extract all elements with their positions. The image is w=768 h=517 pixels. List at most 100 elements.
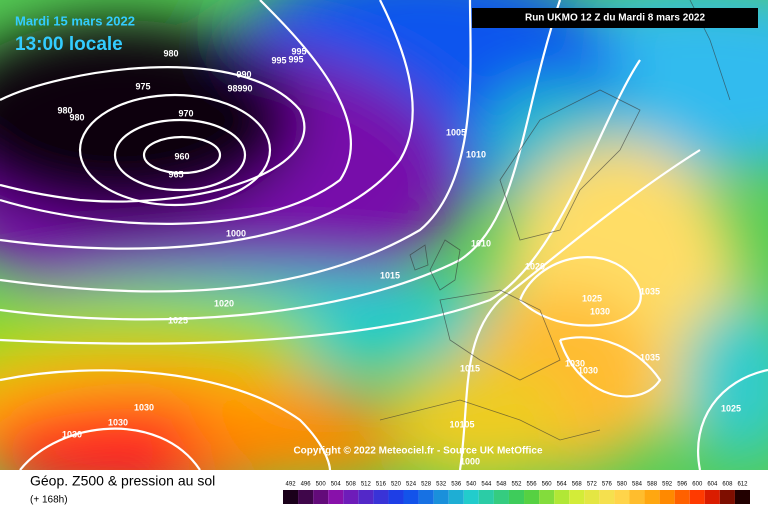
scale-cell [448, 490, 464, 504]
isobar-label: 10105 [449, 419, 474, 429]
isobar-label: 980 [57, 105, 72, 115]
scale-cell [343, 490, 359, 504]
isobar-label: 995 [271, 55, 286, 65]
scale-cell [373, 490, 389, 504]
scale-cell [328, 490, 344, 504]
scale-cell [584, 490, 600, 504]
local-time: 13:00 locale [15, 34, 123, 55]
isobar-label: 1030 [578, 365, 598, 375]
scale-cell [463, 490, 479, 504]
isobar-label: 1010 [471, 238, 491, 248]
scale-label: 596 [677, 482, 688, 488]
scale-cell [644, 490, 660, 504]
scale-label: 540 [466, 482, 477, 488]
scale-label: 508 [346, 482, 357, 488]
scale-label: 560 [542, 482, 553, 488]
scale-label: 604 [707, 482, 718, 488]
scale-cell [674, 490, 690, 504]
isobar-label: 1000 [226, 228, 246, 238]
scale-label: 552 [511, 482, 522, 488]
isobar-label: 1025 [721, 403, 741, 413]
scale-label: 556 [527, 482, 538, 488]
scale-cell [539, 490, 555, 504]
scale-label: 496 [301, 482, 312, 488]
isobar-label: 975 [135, 81, 150, 91]
field [0, 0, 768, 470]
isobar-label: 1010 [466, 149, 486, 159]
scale-label: 528 [421, 482, 432, 488]
scale-label: 576 [602, 482, 613, 488]
scale-label: 592 [662, 482, 673, 488]
isobar-label: 1015 [380, 270, 400, 280]
scale-label: 516 [376, 482, 387, 488]
scale-label: 504 [331, 482, 342, 488]
isobar-label: 1030 [565, 358, 585, 368]
isobar-label: 1030 [62, 429, 82, 439]
scale-cell [298, 490, 314, 504]
isobar-label: 1025 [582, 293, 602, 303]
scale-cell [388, 490, 404, 504]
isobar-label: 1020 [214, 298, 234, 308]
isobar-label: 98990 [227, 83, 252, 93]
title: Mardi 15 mars 2022 [15, 13, 135, 28]
scale-label: 608 [722, 482, 733, 488]
scale-cell [358, 490, 374, 504]
scale-cell [508, 490, 525, 504]
isobar-label: 1025 [168, 315, 188, 325]
isobar-label: 1030 [134, 402, 154, 412]
scale-label: 512 [361, 482, 372, 488]
scale-label: 524 [406, 482, 417, 488]
scale-cell [734, 490, 750, 504]
scale-cell [719, 490, 735, 504]
scale-cell [659, 490, 675, 504]
scale-label: 580 [617, 482, 628, 488]
scale-label: 568 [572, 482, 583, 488]
isobar-label: 1005 [446, 127, 466, 137]
scale-cell [313, 490, 329, 504]
scale-cell [478, 490, 494, 504]
scale-cell [524, 490, 540, 504]
run-info: Run UKMO 12 Z du Mardi 8 mars 2022 [525, 13, 705, 24]
scale-label: 572 [587, 482, 598, 488]
scale-label: 600 [692, 482, 703, 488]
scale-label: 520 [391, 482, 402, 488]
scale-label: 588 [647, 482, 658, 488]
isobar-label: 970 [178, 108, 193, 118]
scale-cell [599, 490, 615, 504]
isobar-label: 995 [291, 46, 306, 56]
scale-label: 544 [481, 482, 492, 488]
isobar-label: 1035 [640, 352, 660, 362]
scale-label: 492 [286, 482, 297, 488]
scale-label: 532 [436, 482, 447, 488]
scale-cell [614, 490, 630, 504]
scale-label: 612 [737, 482, 748, 488]
isobar-label: 995 [288, 54, 303, 64]
isobar-label: 1030 [590, 306, 610, 316]
isobar-label: 1015 [460, 363, 480, 373]
isobar-label: 960 [174, 151, 189, 161]
scale-cell [403, 490, 419, 504]
scale-label: 564 [557, 482, 568, 488]
scale-label: 584 [632, 482, 643, 488]
scale-cell [554, 490, 570, 504]
scale-cell [418, 490, 434, 504]
lead-time: (+ 168h) [30, 495, 68, 506]
copyright: Copyright © 2022 Meteociel.fr - Source U… [293, 446, 543, 457]
scale-cell [629, 490, 645, 504]
scale-cell [433, 490, 449, 504]
isobars [0, 0, 768, 470]
scale-cell [283, 490, 299, 504]
isobar-label: 1035 [640, 286, 660, 296]
isobar-label: 1020 [525, 261, 545, 271]
run-box [472, 8, 758, 28]
scale-cell [704, 490, 720, 504]
scale-label: 500 [316, 482, 327, 488]
scale-cell [689, 490, 705, 504]
legend-title: Géop. Z500 & pression au sol [30, 473, 215, 489]
isobar-label: 965 [168, 169, 183, 179]
isobar-label: 980 [69, 112, 84, 122]
isobar-label: 990 [236, 69, 251, 79]
isobar-label: 1000 [460, 456, 480, 466]
scale-label: 548 [496, 482, 507, 488]
